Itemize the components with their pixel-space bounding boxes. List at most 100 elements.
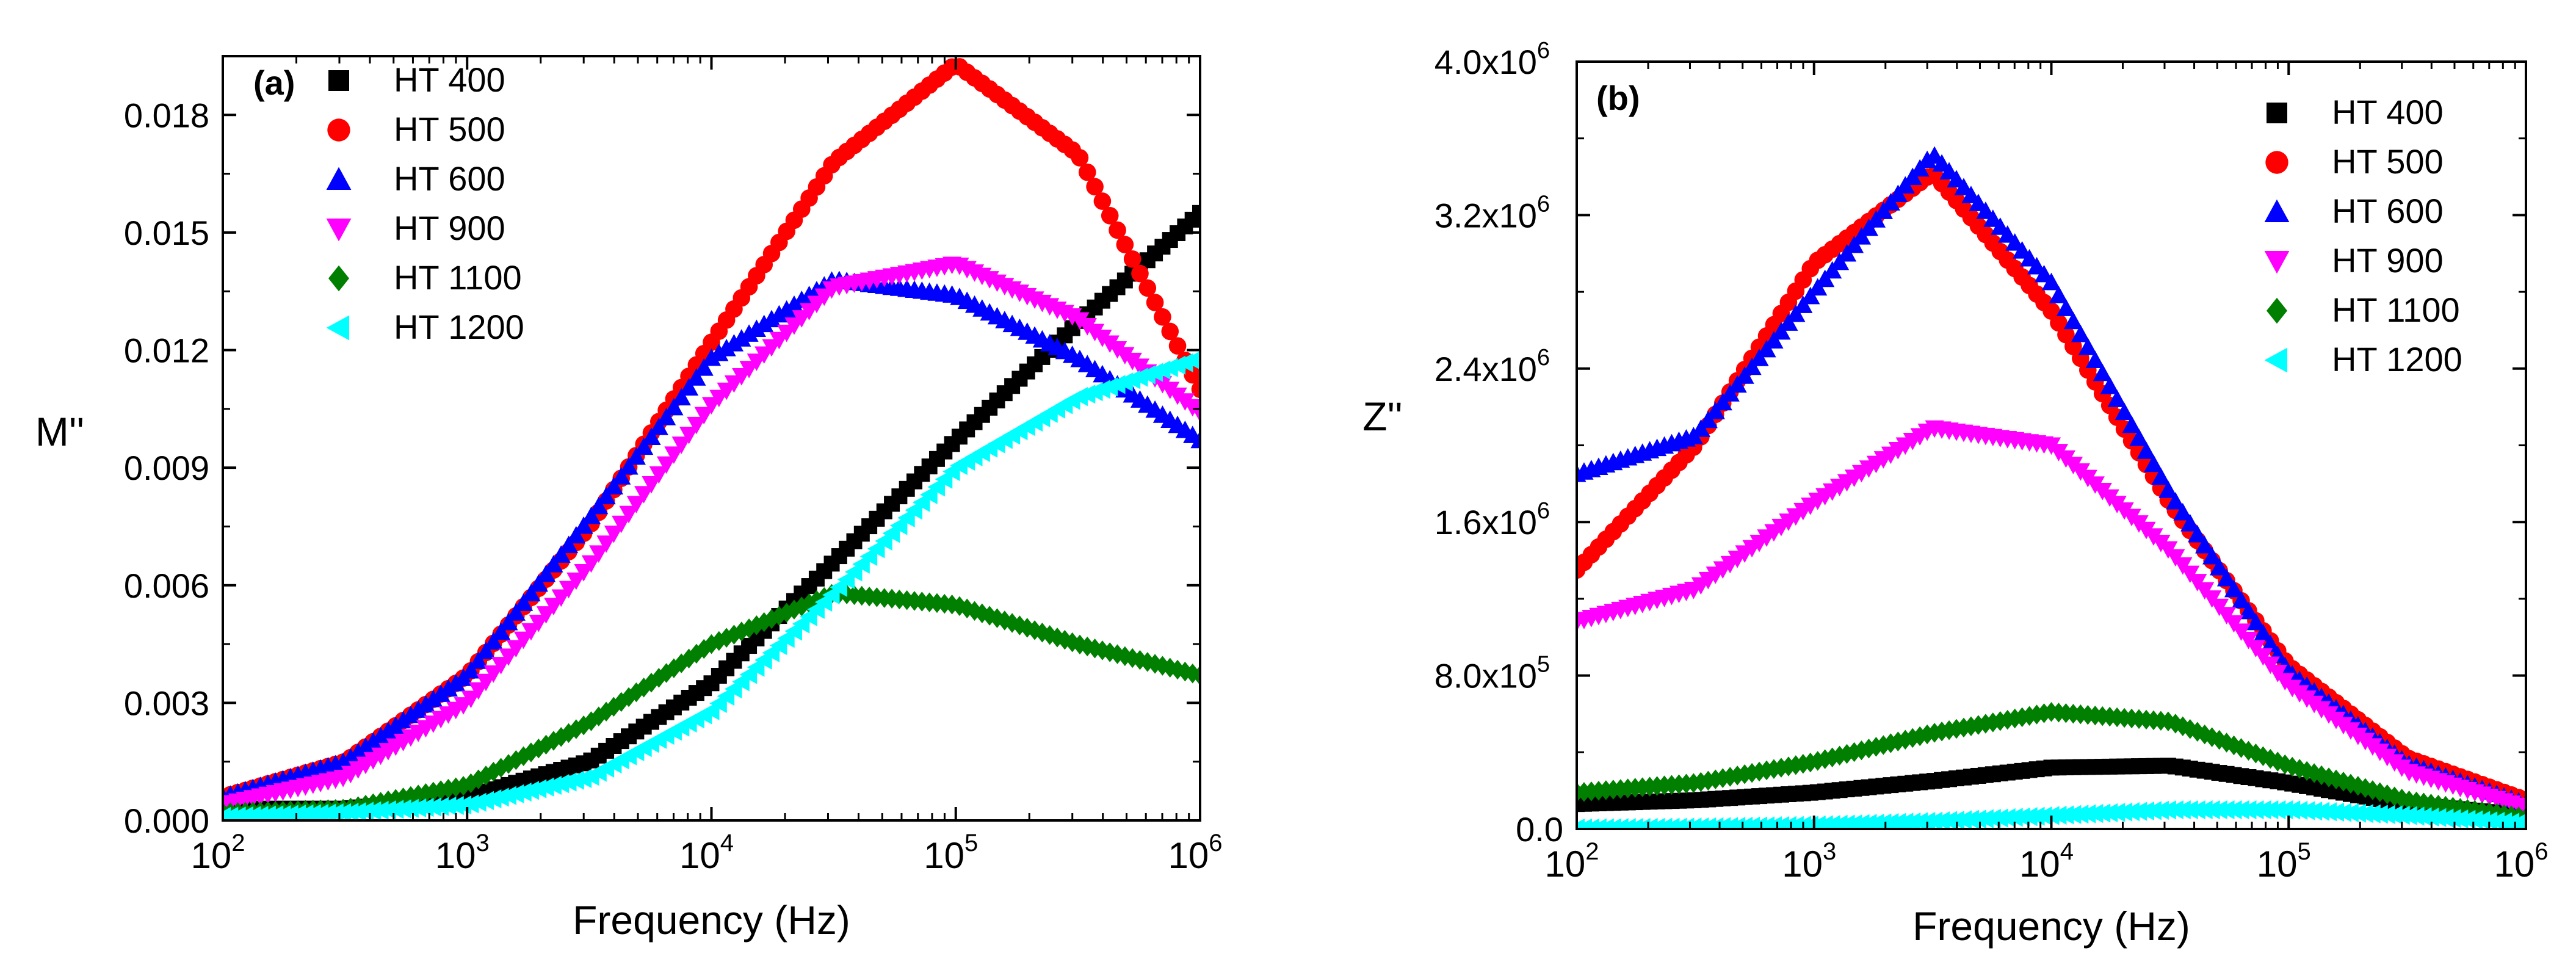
data-point [2260,634,2280,653]
data-point [649,418,668,435]
data-point [687,416,706,435]
y-tick-label: 8.0x105 [1435,652,1550,695]
data-point [1086,178,1104,196]
data-point [1749,349,1769,366]
data-point [642,476,661,494]
data-point [2516,818,2526,829]
legend-label: HT 1200 [394,308,524,346]
data-point [1183,399,1200,417]
y-tick-label: 0.015 [124,214,209,252]
panel-b-y-axis-title: Z'' [1362,394,1403,439]
data-point [619,457,639,475]
data-point [2253,623,2273,642]
series-ht-1100 [1577,702,2526,828]
data-point [574,564,593,582]
panel-b-label: (b) [1596,79,1640,117]
data-point [2144,454,2163,472]
data-point [2151,467,2171,485]
data-point [2071,324,2090,342]
data-point [1131,264,1149,283]
data-point [612,467,631,485]
y-tick-label: 0.003 [124,684,209,722]
data-point [506,603,526,621]
data-point [747,319,766,337]
y-tick-label: 4.0x106 [1435,38,1550,81]
legend-label: HT 900 [394,209,505,247]
data-point [1793,295,1813,313]
data-point [604,477,623,494]
data-point [506,784,524,803]
data-point [2188,524,2207,543]
data-point [2136,441,2156,459]
data-point [769,305,789,323]
data-point [619,505,639,524]
legend-marker [326,219,352,242]
data-point [2238,601,2259,620]
legend-marker [327,118,350,142]
data-point [483,665,503,683]
data-point [2480,811,2498,829]
data-point [1154,308,1171,326]
marks-group [223,58,1200,820]
data-point [491,622,511,640]
data-point [491,787,509,807]
data-point [2216,568,2237,587]
y-tick-label: 0.0 [1516,810,1563,849]
legend-marker [328,70,349,91]
legend-label: HT 600 [2332,192,2444,230]
panel-a-legend: HT 400 HT 500 HT 600 HT 900 HT 1100 HT 1200 [326,60,524,346]
x-tick-label: 104 [679,830,734,876]
data-point [657,456,676,474]
series-ht-1200 [223,351,1200,820]
data-point [2224,579,2244,598]
panel-b-x-axis-title: Frequency (Hz) [1912,903,2190,949]
data-point [1691,419,1710,437]
data-point [544,775,562,795]
panel-a-plot-area [223,58,1200,820]
data-point [2063,311,2083,330]
data-point [581,555,601,573]
data-point [461,690,481,709]
data-point [2056,299,2076,316]
data-point [483,789,502,809]
panel-a-label: (a) [253,63,295,102]
data-point [559,535,579,554]
data-point [1771,322,1791,340]
data-point [1184,366,1200,384]
x-tick-label: 103 [1782,838,1836,885]
series-ht-400 [223,204,1200,817]
data-point [717,338,736,357]
data-point [499,648,518,666]
data-point [551,774,570,794]
data-point [694,407,714,425]
data-point [461,794,479,814]
y-tick-label: 0.009 [124,449,209,487]
legend-label: HT 600 [394,159,505,198]
data-point [1161,322,1179,341]
data-point [2202,546,2222,565]
x-tick-label: 104 [2019,838,2074,885]
series-ht-600 [223,270,1200,805]
data-point [551,589,571,607]
data-point [1168,337,1187,355]
data-point [2085,350,2105,369]
x-tick-label: 105 [924,830,978,876]
data-point [1190,352,1200,363]
data-point [671,436,691,454]
data-point [499,786,516,805]
data-point [739,324,759,342]
data-point [989,608,1005,628]
panel-b-axes: 102 103 104 105 106 0.0 8.0x105 1.6x106 2.4x106 3… [1435,38,2549,885]
data-point [499,612,518,631]
y-tick-label: 0.012 [124,331,209,370]
y-tick-label: 0.000 [124,802,209,840]
legend-marker [2264,347,2287,373]
data-point [483,632,503,650]
legend-marker [2267,297,2287,324]
data-point [612,515,631,534]
data-point [2129,429,2149,446]
data-point [694,358,714,376]
series-ht-1200 [1577,800,2526,829]
data-point [679,378,699,396]
data-point [1728,375,1747,393]
